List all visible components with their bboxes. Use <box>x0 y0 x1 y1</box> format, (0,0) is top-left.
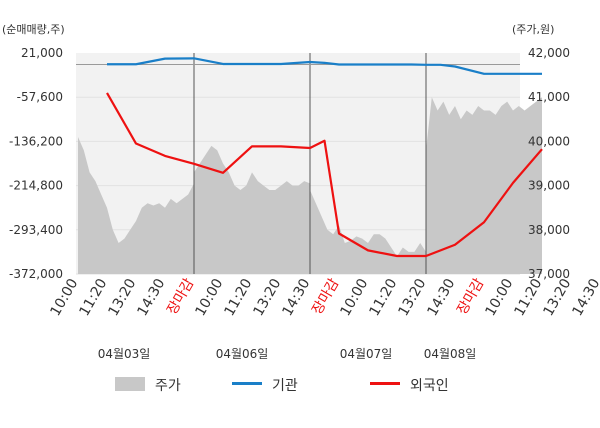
x-axis-ticks: 10:0011:2013:2014:30장마감10:0011:2013:2014… <box>47 276 600 319</box>
x-tick-label: 13:20 <box>105 276 139 319</box>
x-tick-label: 11:20 <box>511 276 545 319</box>
institution-line <box>107 57 542 75</box>
legend-label-price: 주가 <box>155 378 181 394</box>
right-axis-label: (주가,원) <box>512 23 554 36</box>
x-tick-label: 14:30 <box>279 276 313 319</box>
series-lines <box>106 57 543 258</box>
legend-swatch-institution <box>232 382 262 385</box>
left-axis-label: (순매매량,주) <box>2 23 65 36</box>
x-tick-label: 10:00 <box>482 276 516 319</box>
price-area <box>310 190 426 274</box>
right-tick-label: 42,000 <box>528 46 570 60</box>
price-area-layer <box>78 97 542 274</box>
right-tick-label: 38,000 <box>528 223 570 237</box>
x-tick-label: 13:20 <box>250 276 284 319</box>
x-tick-label: 10:00 <box>47 276 81 319</box>
date-label: 04월08일 <box>424 347 477 361</box>
x-tick-label: 11:20 <box>366 276 400 319</box>
price-area <box>426 97 542 274</box>
x-tick-label: 11:20 <box>221 276 255 319</box>
legend-item-foreign: 외국인 <box>370 378 449 394</box>
x-tick-label: 10:00 <box>192 276 226 319</box>
date-label: 04월03일 <box>98 347 151 361</box>
legend-swatch-price <box>115 377 145 391</box>
left-tick-label: 21,000 <box>21 46 63 60</box>
x-tick-label: 13:20 <box>395 276 429 319</box>
left-tick-label: -214,800 <box>9 179 63 193</box>
right-tick-label: 39,000 <box>528 179 570 193</box>
legend-label-institution: 기관 <box>272 378 298 394</box>
left-axis-ticks: 21,000 -57,600 -136,200 -214,800 -293,400 -37… <box>9 46 63 281</box>
x-tick-label: 11:20 <box>76 276 110 319</box>
x-tick-label: 10:00 <box>337 276 371 319</box>
right-axis-ticks: 42,000 41,000 40,000 39,000 38,000 37,000 <box>528 46 570 281</box>
foreign-line <box>106 92 543 258</box>
x-tick-label: 13:20 <box>540 276 574 319</box>
x-tick-label: 14:30 <box>134 276 168 319</box>
right-tick-label: 41,000 <box>528 90 570 104</box>
left-tick-label: -136,200 <box>9 134 63 148</box>
left-tick-label: -372,000 <box>9 267 63 281</box>
legend: 주가 기관 외국인 <box>115 377 449 394</box>
legend-item-institution: 기관 <box>232 378 298 394</box>
date-label: 04월06일 <box>216 347 269 361</box>
price-area <box>78 136 194 274</box>
right-tick-label: 37,000 <box>528 267 570 281</box>
x-tick-label: 14:30 <box>569 276 600 319</box>
date-label: 04월07일 <box>340 347 393 361</box>
date-labels: 04월03일 04월06일 04월07일 04월08일 <box>98 347 477 361</box>
legend-swatch-foreign <box>370 382 400 385</box>
left-tick-label: -293,400 <box>9 223 63 237</box>
right-tick-label: 40,000 <box>528 134 570 148</box>
price-area <box>194 145 310 274</box>
legend-item-price: 주가 <box>115 377 181 394</box>
legend-label-foreign: 외국인 <box>410 378 449 394</box>
left-tick-label: -57,600 <box>17 90 63 104</box>
x-tick-label: 14:30 <box>424 276 458 319</box>
